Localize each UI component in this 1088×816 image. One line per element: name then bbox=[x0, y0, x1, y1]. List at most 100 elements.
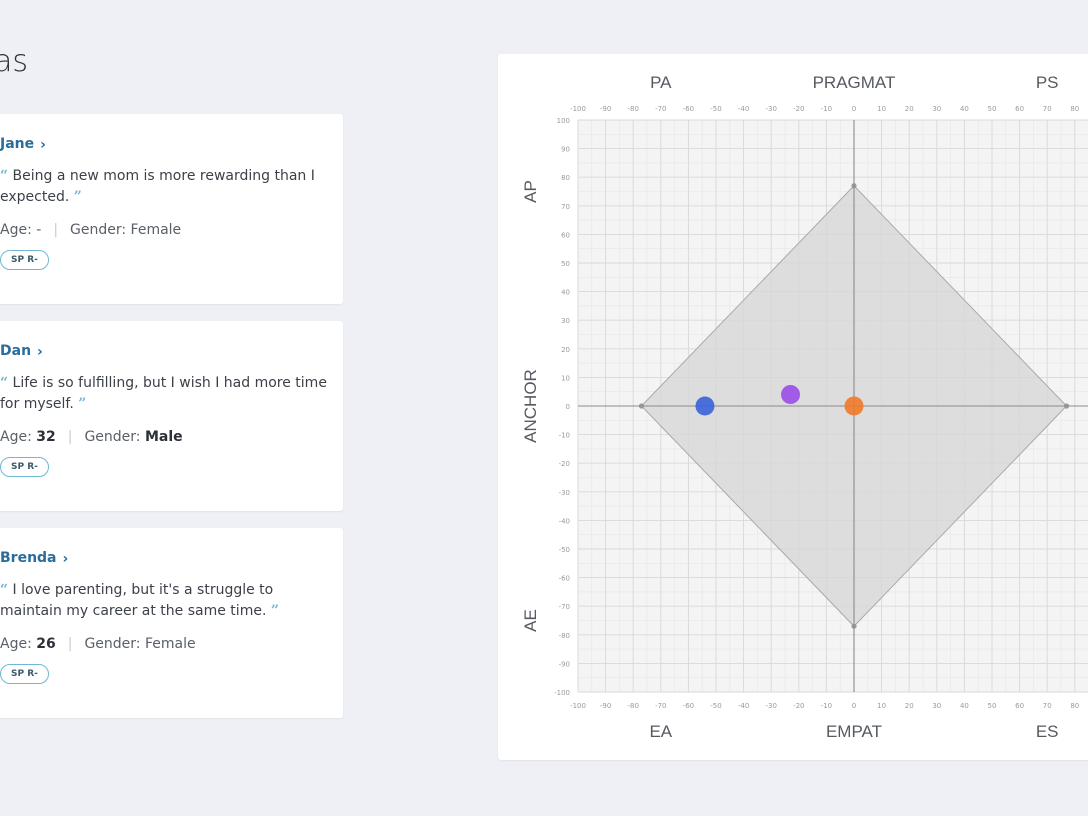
persona-quote: “ Life is so fulfilling, but I wish I ha… bbox=[0, 373, 330, 415]
age-value: 26 bbox=[36, 636, 56, 652]
label-es: ES bbox=[1036, 722, 1059, 741]
persona-name-link[interactable]: Jane › bbox=[0, 136, 46, 153]
gender-value: Female bbox=[144, 636, 196, 652]
data-point bbox=[781, 385, 801, 405]
persona-tag[interactable]: SP R- bbox=[0, 250, 49, 270]
x-tick-label-top: -50 bbox=[710, 105, 721, 113]
x-tick-label-bottom: -40 bbox=[738, 702, 749, 710]
x-tick-label-top: 0 bbox=[852, 105, 856, 113]
persona-meta: Age: - | Gender: Female bbox=[0, 222, 181, 238]
quote-text: I love parenting, but it's a struggle to… bbox=[0, 582, 274, 619]
label-pa: PA bbox=[650, 73, 672, 92]
open-quote-icon: “ bbox=[0, 375, 9, 391]
x-tick-label-bottom: 80 bbox=[1070, 702, 1079, 710]
persona-name-link[interactable]: Brenda › bbox=[0, 550, 69, 567]
gender-label: Gender: bbox=[70, 222, 127, 238]
gender-label: Gender: bbox=[84, 636, 141, 652]
x-tick-label-top: -20 bbox=[793, 105, 804, 113]
x-tick-label-top: -70 bbox=[655, 105, 666, 113]
open-quote-icon: “ bbox=[0, 582, 9, 598]
persona-meta: Age: 26 | Gender: Female bbox=[0, 636, 196, 652]
persona-map-chart: -100-100-90-90-80-80-70-70-60-60-50-50-4… bbox=[521, 73, 1088, 741]
persona-quote: “ I love parenting, but it's a struggle … bbox=[0, 580, 330, 622]
age-label: Age: bbox=[0, 429, 32, 445]
close-quote-icon: ” bbox=[270, 603, 279, 619]
label-ap: AP bbox=[521, 180, 540, 203]
x-tick-label-bottom: 70 bbox=[1043, 702, 1052, 710]
meta-divider: | bbox=[53, 222, 59, 238]
persona-map-card: -100 -100 -90 -90 -80 -80 -70 -70 -60 -60 -50 -50 -4… bbox=[498, 54, 1088, 760]
x-tick-label-top: 50 bbox=[988, 105, 997, 113]
page-title: as bbox=[0, 44, 29, 79]
meta-divider: | bbox=[67, 636, 73, 652]
x-tick-label-bottom: 30 bbox=[932, 702, 941, 710]
y-tick-label: -100 bbox=[554, 689, 570, 697]
persona-card: Dan › “ Life is so fulfilling, but I wis… bbox=[0, 321, 343, 511]
x-tick-label-top: -100 bbox=[570, 105, 586, 113]
age-label: Age: bbox=[0, 636, 32, 652]
x-tick-label-bottom: -80 bbox=[627, 702, 638, 710]
open-quote-icon: “ bbox=[0, 168, 9, 184]
x-tick-label-bottom: -30 bbox=[765, 702, 776, 710]
x-tick-label-bottom: 10 bbox=[877, 702, 886, 710]
x-tick-label-bottom: 60 bbox=[1015, 702, 1024, 710]
x-tick-label-bottom: 40 bbox=[960, 702, 969, 710]
label-ae: AE bbox=[521, 609, 540, 632]
y-tick-label: 40 bbox=[561, 289, 570, 297]
age-value: 32 bbox=[36, 429, 56, 445]
chevron-right-icon: › bbox=[40, 137, 46, 153]
persona-meta: Age: 32 | Gender: Male bbox=[0, 429, 183, 445]
y-tick-label: 20 bbox=[561, 346, 570, 354]
x-tick-label-bottom: -60 bbox=[683, 702, 694, 710]
x-tick-label-bottom: -100 bbox=[570, 702, 586, 710]
x-tick-label-top: -90 bbox=[600, 105, 611, 113]
x-tick-label-top: 10 bbox=[877, 105, 886, 113]
x-tick-label-bottom: 0 bbox=[852, 702, 856, 710]
x-tick-label-bottom: 20 bbox=[905, 702, 914, 710]
quote-text: Being a new mom is more rewarding than I… bbox=[0, 168, 315, 205]
age-label: Age: bbox=[0, 222, 32, 238]
y-tick-label: 50 bbox=[561, 260, 570, 268]
y-tick-label: -90 bbox=[559, 660, 570, 668]
x-tick-label-bottom: -10 bbox=[821, 702, 832, 710]
persona-name: Jane bbox=[0, 136, 35, 152]
persona-quote: “ Being a new mom is more rewarding than… bbox=[0, 166, 330, 208]
label-anchor: ANCHOR bbox=[521, 369, 540, 443]
y-tick-label: 60 bbox=[561, 231, 570, 239]
gender-label: Gender: bbox=[84, 429, 141, 445]
gender-value: Male bbox=[144, 429, 183, 445]
persona-card: Jane › “ Being a new mom is more rewardi… bbox=[0, 114, 343, 304]
gender-value: Female bbox=[130, 222, 182, 238]
y-tick-label: 30 bbox=[561, 317, 570, 325]
y-tick-label: -10 bbox=[559, 432, 570, 440]
meta-divider: | bbox=[67, 429, 73, 445]
x-tick-label-top: -40 bbox=[738, 105, 749, 113]
persona-name: Dan bbox=[0, 343, 32, 359]
close-quote-icon: ” bbox=[78, 396, 87, 412]
chevron-right-icon: › bbox=[62, 551, 69, 567]
x-tick-label-bottom: -70 bbox=[655, 702, 666, 710]
y-tick-label: -40 bbox=[559, 517, 570, 525]
y-tick-label: -60 bbox=[559, 575, 570, 583]
x-tick-label-bottom: 50 bbox=[988, 702, 997, 710]
label-ps: PS bbox=[1036, 73, 1059, 92]
persona-tag[interactable]: SP R- bbox=[0, 457, 49, 477]
persona-tag[interactable]: SP R- bbox=[0, 664, 49, 684]
x-tick-label-top: 30 bbox=[932, 105, 941, 113]
persona-name: Brenda bbox=[0, 550, 57, 566]
x-tick-label-top: -60 bbox=[683, 105, 694, 113]
x-tick-label-top: 70 bbox=[1043, 105, 1052, 113]
y-tick-label: -80 bbox=[559, 632, 570, 640]
x-tick-label-bottom: -50 bbox=[710, 702, 721, 710]
close-quote-icon: ” bbox=[73, 189, 82, 205]
y-tick-label: -70 bbox=[559, 603, 570, 611]
x-tick-label-top: 60 bbox=[1015, 105, 1024, 113]
y-tick-label: 90 bbox=[561, 146, 570, 154]
y-tick-label: -30 bbox=[559, 489, 570, 497]
data-point bbox=[844, 396, 864, 416]
persona-name-link[interactable]: Dan › bbox=[0, 343, 43, 360]
chevron-right-icon: › bbox=[37, 344, 43, 360]
y-tick-label: 80 bbox=[561, 174, 570, 182]
persona-card: Brenda › “ I love parenting, but it's a … bbox=[0, 528, 343, 718]
x-tick-label-top: 40 bbox=[960, 105, 969, 113]
